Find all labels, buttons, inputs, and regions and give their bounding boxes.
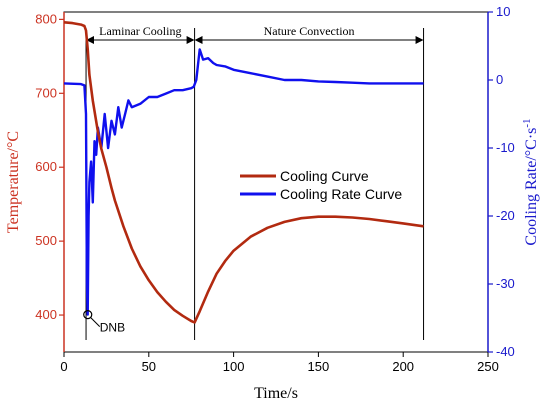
- x-tick-label: 0: [60, 359, 67, 374]
- plot-frame: [63, 11, 489, 353]
- region-label: Laminar Cooling: [99, 24, 181, 38]
- y-right-tick-label: -40: [496, 344, 515, 359]
- y-left-tick-label: 600: [35, 159, 57, 174]
- y-axis-right-title-exp: -1: [521, 118, 533, 127]
- x-tick-label: 150: [308, 359, 330, 374]
- x-tick-label: 250: [477, 359, 499, 374]
- y-right-tick-label: 10: [496, 4, 510, 19]
- y-left-tick-label: 800: [35, 11, 57, 26]
- dnb-pointer-line: [90, 317, 101, 327]
- dnb-marker-circle: [83, 310, 93, 320]
- y-axis-right-title-base: Cooling Rate/°C·s: [523, 128, 540, 246]
- series-line-cooling-curve: [63, 21, 424, 324]
- legend-label: Cooling Rate Curve: [280, 186, 402, 202]
- x-tick-label: 200: [392, 359, 414, 374]
- x-tick-label: 100: [223, 359, 245, 374]
- y-axis-right: -40 -30 -20 -10 0 10: [487, 4, 515, 359]
- region-markers: Laminar Cooling Nature Convection: [85, 24, 425, 340]
- y-right-tick-label: 0: [496, 72, 503, 87]
- y-left-tick-label: 500: [35, 233, 57, 248]
- x-axis: 0 50 100 150 200 250: [60, 352, 499, 374]
- dnb-label: DNB: [100, 321, 125, 335]
- legend-label: Cooling Curve: [280, 168, 369, 184]
- series-line-cooling-rate: [63, 48, 424, 316]
- y-axis-left-title: Temperature/°C: [5, 131, 22, 233]
- y-left-tick-label: 700: [35, 85, 57, 100]
- legend: Cooling Curve Cooling Rate Curve: [240, 168, 402, 202]
- dnb-annotation: DNB: [83, 310, 125, 335]
- region-label: Nature Convection: [264, 24, 355, 38]
- y-axis-left: 400 500 600 700 800: [35, 11, 65, 352]
- y-right-tick-label: -20: [496, 208, 515, 223]
- y-left-tick-label: 400: [35, 307, 57, 322]
- x-axis-title: Time/s: [254, 385, 298, 402]
- y-right-tick-label: -10: [496, 140, 515, 155]
- y-axis-right-title: Cooling Rate/°C·s-1: [521, 118, 540, 245]
- y-right-tick-label: -30: [496, 276, 515, 291]
- x-tick-label: 50: [142, 359, 156, 374]
